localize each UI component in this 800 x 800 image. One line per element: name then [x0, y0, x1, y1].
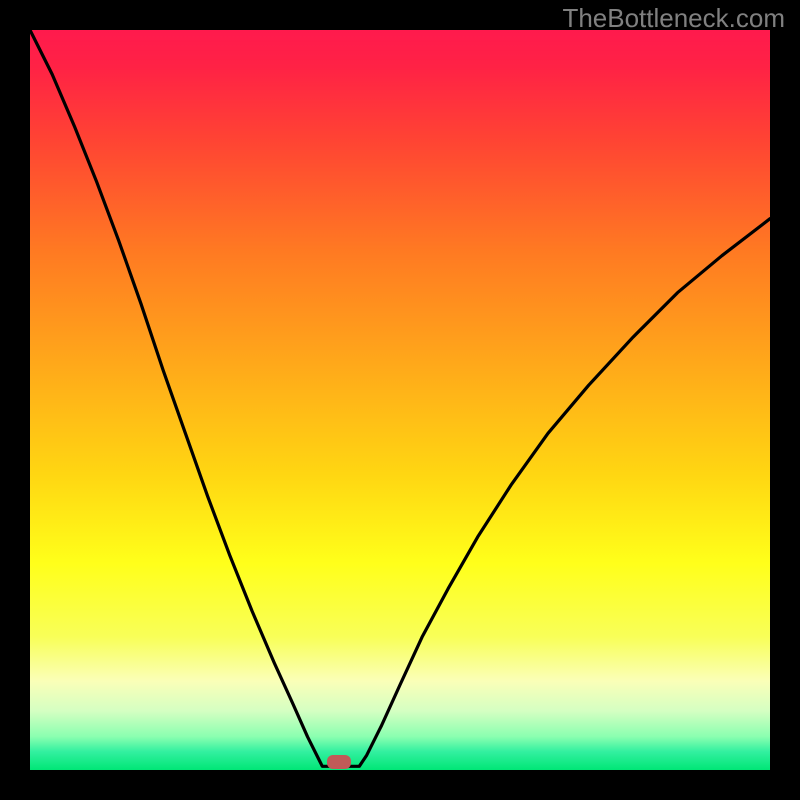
valley-marker: [327, 755, 351, 769]
gradient-background: [30, 30, 770, 770]
chart-root: TheBottleneck.com: [0, 0, 800, 800]
watermark-text: TheBottleneck.com: [562, 3, 785, 34]
plot-area: [30, 30, 770, 770]
